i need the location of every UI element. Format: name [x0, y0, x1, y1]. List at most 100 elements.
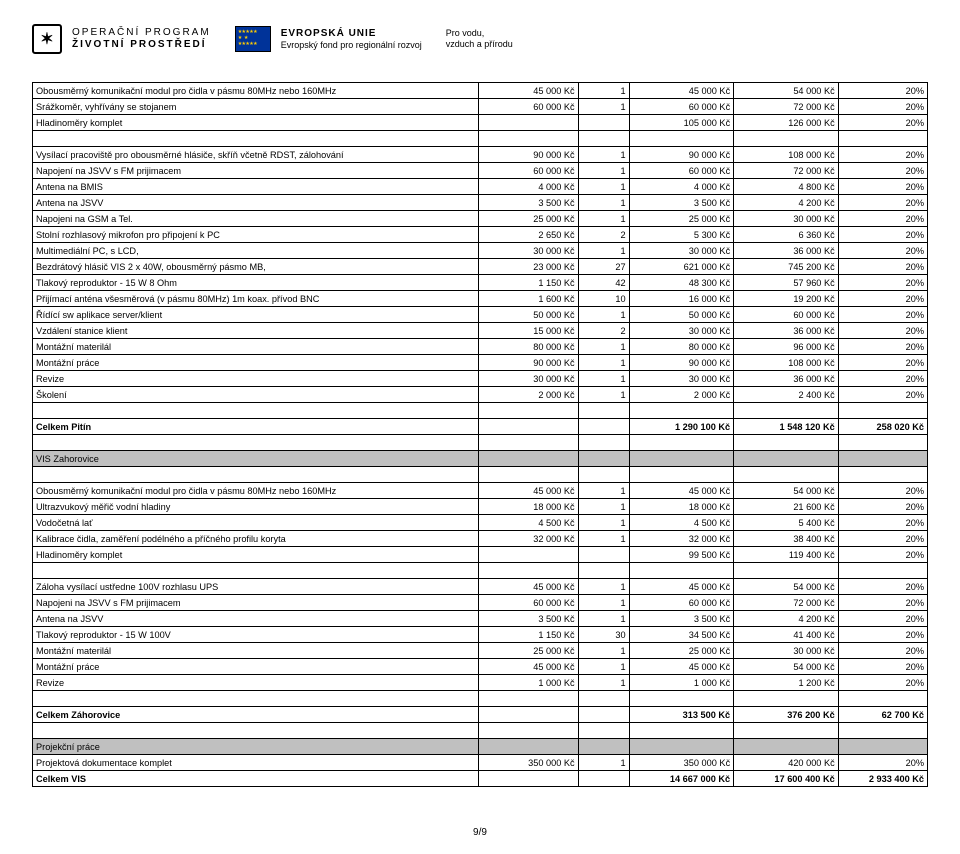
cell: 45 000 Kč: [479, 659, 578, 675]
cell: Napojeni na GSM a Tel.: [33, 211, 479, 227]
cell: 16 000 Kč: [629, 291, 734, 307]
cell: 1: [578, 307, 629, 323]
cell: 1: [578, 611, 629, 627]
cell: 1: [578, 371, 629, 387]
table-row: Kalibrace čidla, zaměření podélného a př…: [33, 531, 928, 547]
cell: 1: [578, 83, 629, 99]
cell: 126 000 Kč: [734, 115, 839, 131]
table-row: Projekční práce: [33, 739, 928, 755]
cell: 108 000 Kč: [734, 147, 839, 163]
table-row: Antena na JSVV3 500 Kč13 500 Kč4 200 Kč2…: [33, 611, 928, 627]
cell: [578, 707, 629, 723]
cell: [734, 435, 839, 451]
cell: Vysílací pracoviště pro obousměrné hlási…: [33, 147, 479, 163]
cell: [479, 707, 578, 723]
cell: 4 000 Kč: [479, 179, 578, 195]
cell: 621 000 Kč: [629, 259, 734, 275]
cell: 18 000 Kč: [629, 499, 734, 515]
cell: [578, 547, 629, 563]
cell: 4 500 Kč: [479, 515, 578, 531]
cell: Obousměrný komunikační modul pro čidla v…: [33, 483, 479, 499]
cell: 4 800 Kč: [734, 179, 839, 195]
slogan-2: vzduch a přírodu: [446, 39, 513, 50]
table-row: Přijímací anténa všesměrová (v pásmu 80M…: [33, 291, 928, 307]
cell: 15 000 Kč: [479, 323, 578, 339]
cell: 25 000 Kč: [629, 643, 734, 659]
cell: 19 200 Kč: [734, 291, 839, 307]
cell: [578, 451, 629, 467]
cell: 36 000 Kč: [734, 323, 839, 339]
cell: [578, 467, 629, 483]
table-row: [33, 435, 928, 451]
cell: 32 000 Kč: [479, 531, 578, 547]
cell: 10: [578, 291, 629, 307]
table-row: Montážní práce90 000 Kč190 000 Kč108 000…: [33, 355, 928, 371]
cell: 3 500 Kč: [629, 611, 734, 627]
cell: [838, 739, 927, 755]
cell: Přijímací anténa všesměrová (v pásmu 80M…: [33, 291, 479, 307]
cell: 50 000 Kč: [479, 307, 578, 323]
cell: 30 000 Kč: [629, 371, 734, 387]
cell: [578, 723, 629, 739]
cell: 20%: [838, 83, 927, 99]
cell: [479, 435, 578, 451]
cell: 45 000 Kč: [629, 659, 734, 675]
table-row: Záloha vysílací ustředne 100V rozhlasu U…: [33, 579, 928, 595]
cell: 6 360 Kč: [734, 227, 839, 243]
cell: 5 300 Kč: [629, 227, 734, 243]
op-logo-icon: ✶: [32, 24, 62, 54]
table-row: Obousměrný komunikační modul pro čidla v…: [33, 83, 928, 99]
cell: 45 000 Kč: [629, 579, 734, 595]
table-row: Tlakový reproduktor - 15 W 8 Ohm1 150 Kč…: [33, 275, 928, 291]
cell: 20%: [838, 483, 927, 499]
cell: 420 000 Kč: [734, 755, 839, 771]
table-row: Montážní materilál80 000 Kč180 000 Kč96 …: [33, 339, 928, 355]
table-row: Celkem Pitín 1 290 100 Kč1 548 120 Kč258…: [33, 419, 928, 435]
cell: 20%: [838, 211, 927, 227]
cell: [479, 563, 578, 579]
slogan-block: Pro vodu, vzduch a přírodu: [446, 28, 513, 50]
page-header: ✶ OPERAČNÍ PROGRAM ŽIVOTNÍ PROSTŘEDÍ EVR…: [32, 24, 928, 54]
cell: 376 200 Kč: [734, 707, 839, 723]
cell: Obousměrný komunikační modul pro čidla v…: [33, 83, 479, 99]
table-row: Antena na BMIS4 000 Kč14 000 Kč4 800 Kč2…: [33, 179, 928, 195]
cell: 72 000 Kč: [734, 595, 839, 611]
cell: Antena na BMIS: [33, 179, 479, 195]
table-row: Celkem VIS 14 667 000 Kč17 600 400 Kč2 9…: [33, 771, 928, 787]
cell: [734, 131, 839, 147]
cell: 2 400 Kč: [734, 387, 839, 403]
cell: 60 000 Kč: [479, 595, 578, 611]
cell: 1: [578, 179, 629, 195]
table-row: Bezdrátový hlásič VIS 2 x 40W, obousměrn…: [33, 259, 928, 275]
cell: [479, 739, 578, 755]
cell: Projekční práce: [33, 739, 479, 755]
table-row: Montážní práce45 000 Kč145 000 Kč54 000 …: [33, 659, 928, 675]
cell: [629, 435, 734, 451]
cell: 20%: [838, 675, 927, 691]
cell: 1 600 Kč: [479, 291, 578, 307]
cell: Antena na JSVV: [33, 611, 479, 627]
cell: 20%: [838, 531, 927, 547]
table-row: [33, 467, 928, 483]
cell: [838, 451, 927, 467]
cell: 1: [578, 195, 629, 211]
cell: 30 000 Kč: [629, 323, 734, 339]
cell: [734, 723, 839, 739]
cell: [838, 403, 927, 419]
cell: 350 000 Kč: [479, 755, 578, 771]
table-row: Projektová dokumentace komplet350 000 Kč…: [33, 755, 928, 771]
cell: [479, 403, 578, 419]
cell: Srážkoměr, vyhřívány se stojanem: [33, 99, 479, 115]
table-row: Srážkoměr, vyhřívány se stojanem 60 000 K…: [33, 99, 928, 115]
cell: 60 000 Kč: [629, 99, 734, 115]
cell: 1: [578, 147, 629, 163]
cell: 34 500 Kč: [629, 627, 734, 643]
cell: Montážní materilál: [33, 643, 479, 659]
cell: [578, 131, 629, 147]
cell: 60 000 Kč: [479, 163, 578, 179]
cell: [578, 403, 629, 419]
cell: 96 000 Kč: [734, 339, 839, 355]
cell: 1 000 Kč: [479, 675, 578, 691]
cell: [33, 467, 479, 483]
cell: Hladinoměry komplet: [33, 547, 479, 563]
